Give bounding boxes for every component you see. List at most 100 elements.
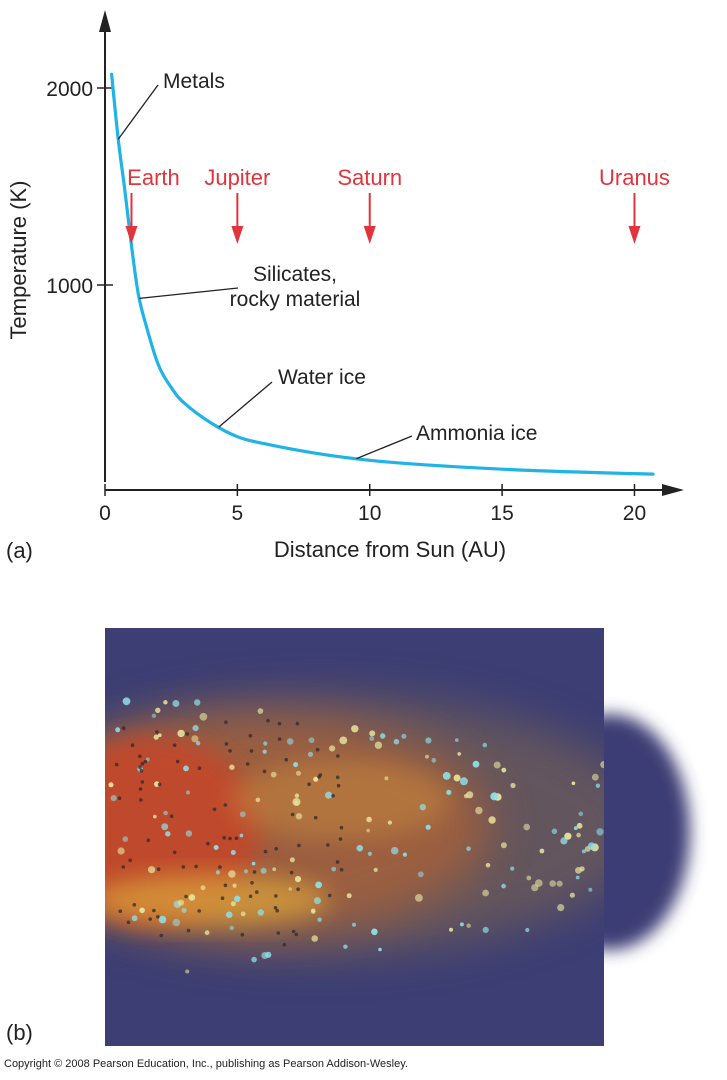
metal-grain [338,837,343,841]
planet-label-saturn: Saturn [337,165,402,190]
metal-grain [282,942,287,947]
dust-grain [356,844,364,852]
dust-grain [229,925,234,931]
dust-grain [191,735,199,743]
y-tick-label: 1000 [46,275,93,298]
dust-grain [501,767,507,773]
dust-grain [185,969,190,974]
dust-grain [455,738,459,742]
metal-grain [274,894,278,898]
dust-grain [576,822,583,829]
planet-arrowhead-saturn [363,226,376,244]
dust-grain [307,751,314,757]
dust-grain [475,806,483,815]
annotation-label: Silicates, [253,263,337,286]
dust-grain [308,737,315,744]
dust-grain [183,765,189,772]
dust-grain [117,847,125,855]
dust-grain [587,842,596,850]
x-tick-label: 5 [232,502,244,525]
dust-grain [158,915,167,924]
dust-grain [526,875,532,881]
dust-grain [292,798,301,806]
metal-grain [228,749,232,753]
dust-grain [110,795,117,802]
metal-grain [276,931,281,935]
metal-grain [114,762,119,767]
dust-grain [525,927,530,933]
dust-grain [272,867,277,872]
dust-grain [148,866,156,874]
dust-grain [163,700,168,705]
metal-grain [128,858,132,863]
dust-grain [339,736,348,745]
metal-grain [132,903,137,907]
dust-grain [576,832,581,838]
metal-grain [118,909,123,913]
metal-grain [254,890,259,894]
dust-grain [600,761,604,769]
dust-grain [158,733,162,737]
dust-grain [442,772,451,780]
dust-grain [373,867,378,872]
annotation-leader [139,287,239,300]
dust-grain [234,895,241,902]
dust-grain [293,762,299,768]
dust-grain [131,915,138,922]
metal-grain [228,836,232,841]
x-tick-label: 15 [490,502,513,525]
dust-grain [575,875,580,880]
metal-grain [146,838,151,843]
x-axis-arrow [662,484,684,496]
temperature-chart: 0 5 10 15 20 1000 2000 Earth Jupiter Saturn Uranu… [6,10,684,562]
dust-grain [459,922,464,927]
dust-grain [185,830,193,837]
metal-grain [295,721,300,726]
dust-grain [466,923,471,928]
dust-grain [472,760,480,768]
metal-grain [121,726,126,730]
x-tick-label: 20 [623,502,646,525]
metal-grain [172,743,177,747]
metal-grain [284,757,289,762]
dust-grain [240,911,246,917]
dust-grain [549,880,556,887]
dust-grain [251,956,257,963]
dust-grain [270,771,277,778]
metal-grain [140,780,145,784]
dust-grain [115,727,121,733]
metal-grain [313,815,318,820]
metal-grain [138,754,142,759]
dust-grain [490,792,499,801]
dust-grain [215,870,220,875]
dust-grain [186,790,190,795]
planet-label-jupiter: Jupiter [204,165,270,190]
dust-grain [523,823,530,831]
metal-grain [156,867,161,871]
annotation-label: rocky material [230,288,361,311]
metal-grain [266,718,270,723]
metal-grain [307,782,311,786]
metal-grain [130,743,135,747]
temperature-curve-line [110,72,655,476]
dust-grain [510,782,516,789]
metal-grain [335,775,340,780]
dust-grain [366,816,372,823]
x-tick-label: 10 [358,502,381,525]
dust-grain [296,770,301,776]
dust-grain [581,849,586,854]
dust-grain [482,889,489,897]
dust-grain [459,777,468,786]
metal-grain [273,906,278,910]
dust-grain [155,707,161,713]
metal-grain [186,928,191,933]
metal-grain [248,733,253,738]
dust-grain [380,733,386,739]
dust-grain [243,869,249,874]
panel-b-label: (b) [6,1020,33,1045]
dust-grain [153,734,159,740]
metal-grain [277,737,282,741]
dust-grain [466,791,474,799]
metal-grain [250,881,254,885]
dust-grain [501,883,506,889]
